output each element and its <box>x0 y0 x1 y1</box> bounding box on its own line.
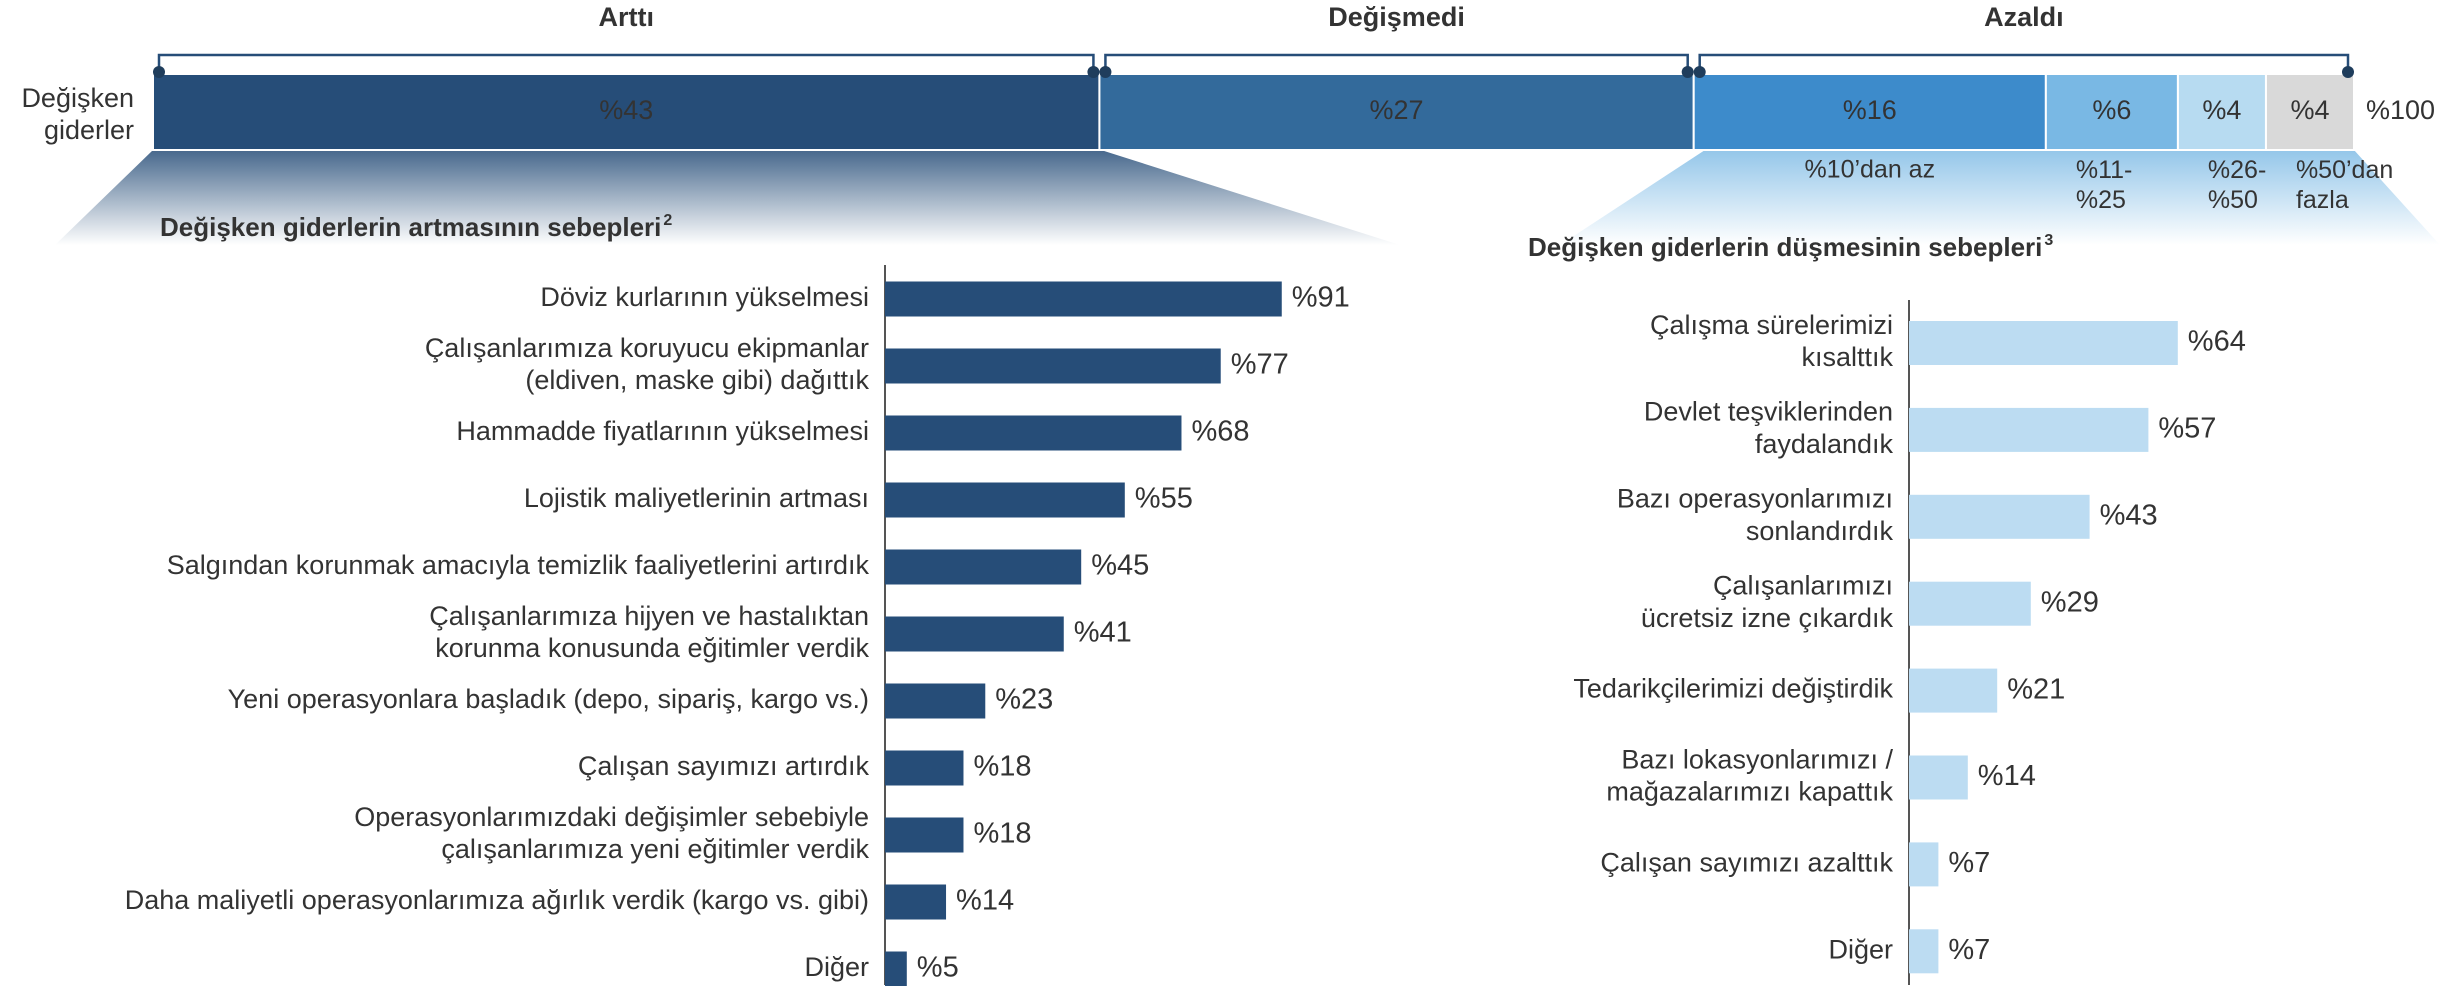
value-label: %64 <box>2188 326 2246 358</box>
segment-sublabel: %50’dan fazla <box>2296 156 2393 214</box>
value-label: %41 <box>1074 617 1132 649</box>
bar <box>885 281 1282 317</box>
segment-sublabel: %11-%25 <box>2076 156 2133 214</box>
bar <box>885 951 907 986</box>
category-label: Çalışma sürelerimizi kısalttık <box>1650 310 1894 372</box>
value-label: %14 <box>956 885 1014 917</box>
value-label: %23 <box>995 684 1053 716</box>
bar <box>1909 321 2178 365</box>
category-label: Diğer <box>804 952 869 982</box>
bar <box>885 348 1221 384</box>
category-label: Çalışanlarımızı ücretsiz izne çıkardık <box>1641 571 1894 633</box>
segment <box>1692 73 2047 151</box>
bar <box>1909 581 2031 626</box>
category-label: Yeni operasyonlara başladık (depo, sipar… <box>228 684 869 714</box>
value-label: %55 <box>1135 483 1193 515</box>
bar <box>885 549 1082 585</box>
category-label: Bazı lokasyonlarımızı / mağazalarımızı ka… <box>1606 744 1893 806</box>
value-label: %18 <box>973 818 1031 850</box>
title-note: 3 <box>2044 232 2053 249</box>
bracket-dot <box>153 66 165 78</box>
value-label: %29 <box>2041 586 2099 618</box>
value-label: %43 <box>2100 499 2158 531</box>
group-bracket <box>1698 53 2350 74</box>
category-label: Çalışan sayımızı azalttık <box>1600 848 1893 878</box>
value-label: %4 <box>2202 95 2241 125</box>
group-label: Arttı <box>598 2 654 32</box>
value-label: %7 <box>1948 847 1990 879</box>
category-label: Çalışan sayımızı artırdık <box>578 751 870 781</box>
segment <box>2044 73 2179 151</box>
segment <box>2264 73 2355 151</box>
bar <box>1909 407 2149 452</box>
segment-sublabel: %26-%50 <box>2208 156 2266 214</box>
bracket-dot <box>1099 66 1112 78</box>
category-label: Salgından korunmak amacıyla temizlik faa… <box>167 550 870 580</box>
value-label: %4 <box>2290 95 2329 125</box>
bar <box>1909 494 2090 539</box>
category-label: Çalışanlarımıza hijyen ve hastalıktan kor… <box>429 601 869 663</box>
bar <box>885 683 986 719</box>
bracket-dot <box>1693 66 1706 78</box>
value-label: %43 <box>599 95 653 125</box>
row-label: Değişken giderler <box>21 83 134 145</box>
value-label: %6 <box>2092 95 2131 125</box>
category-label: Bazı operasyonlarımızı sonlandırdık <box>1617 484 1894 546</box>
value-label: %91 <box>1292 282 1350 314</box>
value-label: %5 <box>917 952 959 984</box>
bar <box>1909 755 1968 800</box>
group-label: Azaldı <box>1984 2 2064 32</box>
value-label: %14 <box>1978 760 2036 792</box>
chart-title: Değişken giderlerin düşmesinin sebepleri <box>1528 232 2042 262</box>
group-bracket <box>1104 53 1689 74</box>
value-label: %16 <box>1843 95 1897 125</box>
category-label: Tedarikçilerimizi değiştirdik <box>1573 674 1893 704</box>
bar <box>885 750 964 786</box>
chart-title: Değişken giderlerin artmasının sebepleri <box>160 212 661 242</box>
bar <box>1909 842 1939 887</box>
category-label: Çalışanlarımıza koruyucu ekipmanlar (eldi… <box>425 333 870 395</box>
bar <box>885 884 947 920</box>
category-label: Hammadde fiyatlarının yükselmesi <box>456 416 869 446</box>
bar <box>1909 929 1939 974</box>
value-label: %7 <box>1948 934 1990 966</box>
segment-sublabel: %10’dan az <box>1804 156 1935 184</box>
value-label: %68 <box>1191 416 1249 448</box>
bracket-dot <box>1681 66 1694 78</box>
bar <box>885 482 1125 518</box>
category-label: Diğer <box>1828 934 1893 964</box>
total-label: %100 <box>2366 95 2435 125</box>
group-bracket <box>157 53 1095 74</box>
bracket-dot <box>2342 66 2354 78</box>
value-label: %18 <box>973 751 1031 783</box>
group-label: Değişmedi <box>1328 2 1465 32</box>
category-label: Operasyonlarımızdaki değişimler sebebiyl… <box>354 802 869 864</box>
bar <box>885 616 1064 652</box>
category-label: Daha maliyetli operasyonlarımıza ağırlık… <box>125 885 869 915</box>
bar <box>1909 668 1998 713</box>
value-label: %21 <box>2007 673 2065 705</box>
segment <box>152 73 1101 151</box>
category-label: Döviz kurlarının yükselmesi <box>540 282 869 312</box>
bar <box>885 817 964 853</box>
category-label: Devlet teşviklerinden faydalandık <box>1644 397 1894 459</box>
category-label: Lojistik maliyetlerinin artması <box>524 483 869 513</box>
bar <box>885 415 1182 451</box>
value-label: %27 <box>1370 95 1424 125</box>
value-label: %45 <box>1091 550 1149 582</box>
zoom-wedge <box>1560 150 2440 245</box>
title-note: 2 <box>663 212 672 229</box>
value-label: %57 <box>2158 413 2216 445</box>
value-label: %77 <box>1231 349 1289 381</box>
bracket-dot <box>1087 66 1100 78</box>
zoom-wedge <box>55 150 1400 245</box>
